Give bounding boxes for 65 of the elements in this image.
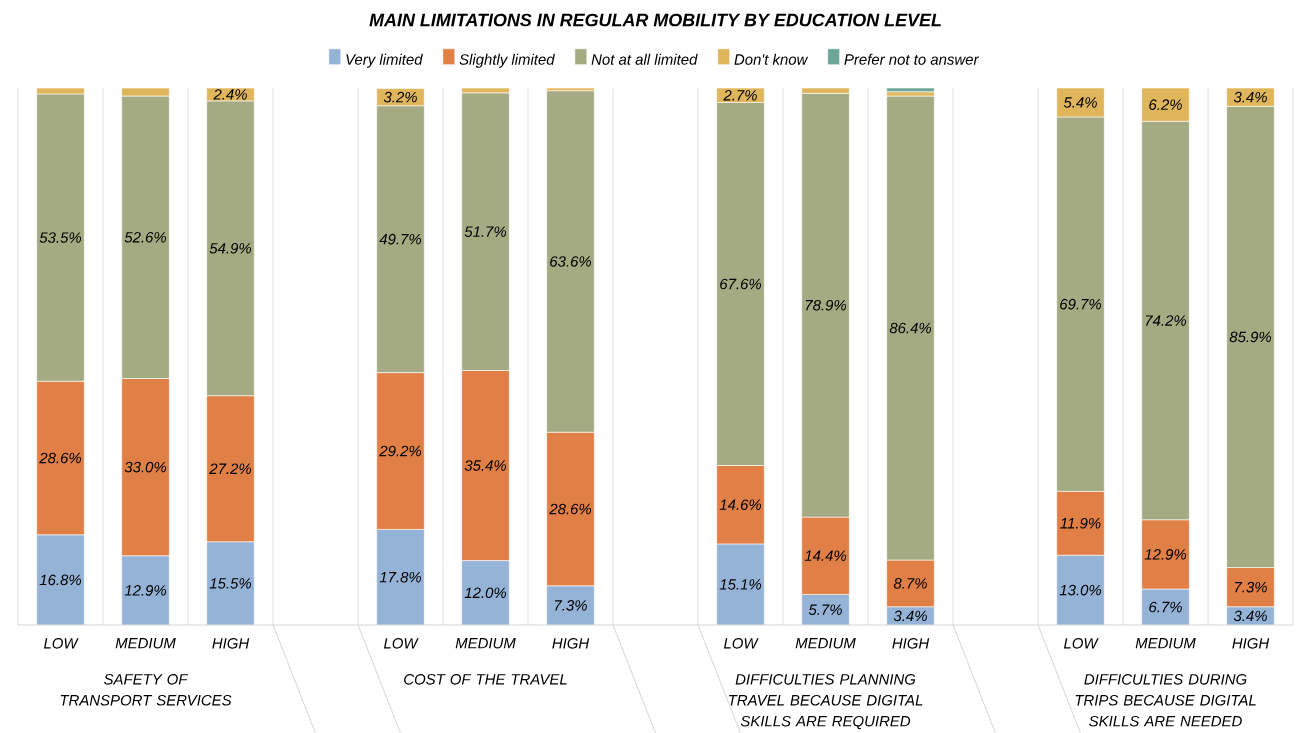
data-label: 63.6% — [550, 256, 592, 267]
data-label: 49.7% — [379, 233, 422, 245]
legend-label: Not at all limited — [591, 53, 698, 65]
x-tick-label: HIGH — [892, 638, 930, 649]
data-label: 7.3% — [1235, 581, 1267, 593]
text: DIFFICULTIES PLANNING TRAVEL BECAUSE DIGITAL SKILLS ARE REQUIRED — [729, 674, 923, 730]
legend-label: Prefer not to answer — [844, 53, 979, 65]
data-label: 3.4% — [1233, 610, 1267, 622]
x-tick-label: MEDIUM — [795, 638, 856, 649]
data-label: 85.9% — [1229, 331, 1272, 343]
data-label: 11.9% — [1060, 517, 1101, 529]
legend-label: Very limited — [346, 53, 423, 68]
data-label: 3.4% — [1233, 91, 1267, 103]
data-label: 28.6% — [39, 452, 82, 464]
legend-label: Don't know — [734, 53, 809, 65]
data-label: 15.1% — [719, 579, 762, 590]
x-tick-label: HIGH — [1232, 638, 1270, 649]
text: SAFETY OF TRANSPORT SERVICES — [60, 674, 232, 706]
data-label: 14.4% — [804, 550, 847, 561]
x-tick-label: HIGH — [212, 638, 250, 649]
data-label: 3.2% — [383, 91, 417, 103]
data-label: 12.0% — [464, 587, 507, 599]
x-tick-label: LOW — [43, 638, 79, 649]
data-label: 2.4% — [213, 89, 247, 100]
text: DIFFICULTIES DURING TRIPS BECAUSE DIGITAL SKILLS ARE NEEDED — [1075, 674, 1256, 727]
data-label: 14.6% — [719, 499, 762, 511]
data-label: 17.8% — [379, 571, 422, 583]
data-label: 28.6% — [549, 503, 592, 515]
data-label: 12.9% — [1144, 549, 1187, 560]
data-label: 27.2% — [209, 463, 252, 474]
x-tick-label: MEDIUM — [455, 638, 516, 649]
data-label: 3.4% — [893, 610, 927, 622]
x-tick-label: LOW — [383, 638, 419, 649]
bar — [886, 87, 935, 93]
data-label: 74.2% — [1145, 315, 1187, 326]
data-label: 54.9% — [209, 243, 252, 254]
data-label: 12.9% — [124, 585, 167, 596]
data-label: 67.6% — [720, 278, 762, 290]
data-label: 53.5% — [39, 232, 82, 243]
x-tick-label: MEDIUM — [1135, 638, 1196, 649]
data-label: 35.4% — [464, 460, 507, 471]
data-label: 69.7% — [1060, 298, 1102, 310]
data-label: 2.7% — [723, 89, 757, 101]
legend-label: Slightly limited — [459, 53, 555, 68]
chart-title: MAIN LIMITATIONS IN REGULAR MOBILITY BY EDUCATION LEVEL — [369, 13, 941, 27]
text: COST OF THE TRAVEL — [404, 674, 567, 685]
data-label: 13.0% — [1059, 584, 1102, 596]
x-tick-label: LOW — [1063, 638, 1099, 649]
x-tick-label: HIGH — [552, 638, 590, 649]
data-label: 8.7% — [893, 578, 927, 589]
data-label: 86.4% — [889, 322, 932, 334]
x-tick-label: LOW — [723, 638, 759, 649]
data-label: 16.8% — [39, 574, 82, 586]
data-label: 6.2% — [1149, 99, 1182, 110]
data-label: 6.7% — [1149, 601, 1182, 613]
data-label: 33.0% — [124, 461, 167, 473]
data-label: 15.5% — [209, 578, 252, 589]
data-label: 5.4% — [1063, 97, 1097, 108]
data-label: 29.2% — [379, 445, 422, 457]
x-tick-label: MEDIUM — [115, 638, 176, 649]
data-label: 51.7% — [464, 226, 507, 237]
data-label: 5.7% — [808, 604, 842, 615]
data-label: 52.6% — [124, 231, 167, 243]
data-label: 7.3% — [555, 600, 587, 611]
data-label: 78.9% — [805, 299, 847, 311]
